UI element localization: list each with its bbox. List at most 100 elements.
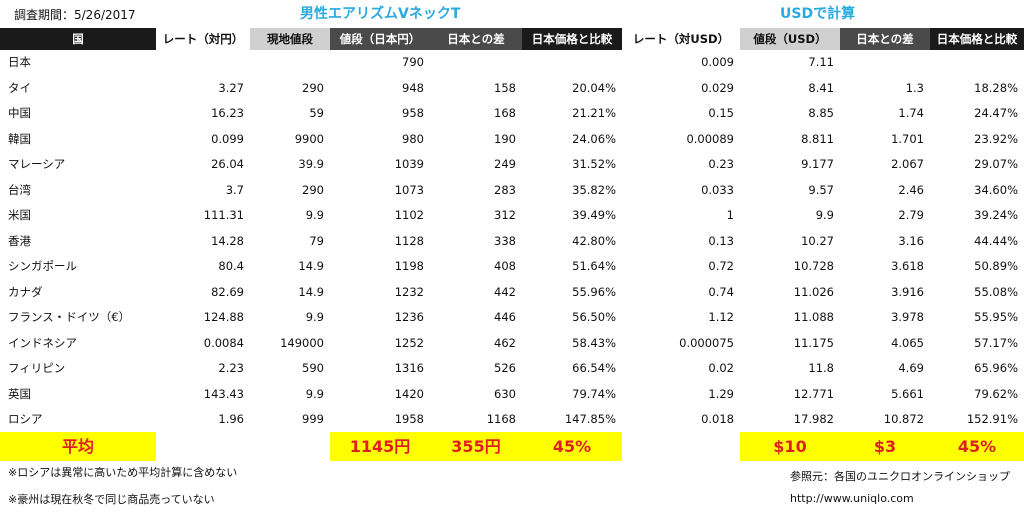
header-diff-japan-usd: 日本との差: [840, 28, 930, 50]
cell-rate-usd: 0.13: [708, 233, 734, 248]
cell-pct-japan-usd: 39.24%: [974, 208, 1018, 222]
cell-rate-usd: 1: [726, 208, 734, 222]
cell-price-jpy: 1073: [394, 182, 424, 197]
cell-diff-japan-usd: 1.701: [891, 131, 924, 146]
cell-pct-japan-usd: 18.28%: [974, 80, 1018, 95]
cell-country: カナダ: [8, 284, 43, 299]
header-price-usd: 値段（USD）: [740, 28, 840, 50]
cell-pct-japan: 79.74%: [572, 386, 616, 401]
survey-period: 調査期間：5/26/2017: [14, 8, 136, 22]
cell-country: 台湾: [8, 182, 31, 197]
cell-country: マレーシア: [8, 157, 66, 171]
table-row: 韓国 0.099 9900 980 190 24.06% 0.00089 8.811 1.701…: [0, 127, 1024, 153]
cell-price-usd: 11.088: [793, 310, 834, 324]
cell-pct-japan: 21.21%: [572, 106, 616, 120]
cell-pct-japan: 42.80%: [572, 233, 616, 248]
cell-diff-japan-usd: 3.16: [898, 233, 924, 248]
cell-rate-jpy: [156, 50, 244, 76]
cell-pct-japan: 24.06%: [572, 131, 616, 146]
table-row: タイ 3.27 290 948 158 20.04% 0.029 8.41 1.3 18.28%: [0, 76, 1024, 102]
cell-diff-japan: 526: [494, 361, 516, 375]
table-row: 日本 790 0.009 7.11: [0, 50, 1024, 76]
header-country: 国: [0, 28, 156, 50]
cell-pct-japan: 66.54%: [572, 361, 616, 375]
cell-pct-japan: 35.82%: [572, 182, 616, 197]
cell-local-price: 9900: [294, 131, 324, 146]
cell-diff-japan: 312: [494, 208, 516, 222]
source-label: 参照元：各国のユニクロオンラインショップ: [790, 470, 1010, 483]
cell-price-jpy: 1232: [394, 284, 424, 299]
cell-price-jpy: 1102: [394, 208, 424, 222]
cell-pct-japan-usd: 44.44%: [974, 233, 1018, 248]
cell-rate-jpy: 16.23: [211, 106, 244, 120]
average-jpy-percent: 45%: [552, 437, 592, 456]
cell-pct-japan-usd: 79.62%: [974, 386, 1018, 401]
cell-price-usd: 8.811: [801, 131, 834, 146]
cell-rate-jpy: 26.04: [211, 157, 244, 171]
cell-pct-japan-usd: 57.17%: [974, 335, 1018, 350]
cell-local-price: 590: [302, 361, 324, 375]
header-pct-japan: 日本価格と比較: [522, 28, 622, 50]
table-row: 英国 143.43 9.9 1420 630 79.74% 1.29 12.771 5.661 7…: [0, 382, 1024, 408]
cell-diff-japan-usd: 3.618: [891, 259, 924, 273]
cell-local-price: 9.9: [305, 386, 324, 401]
header-diff-japan: 日本との差: [430, 28, 522, 50]
cell-rate-usd: 0.02: [708, 361, 734, 375]
cell-local-price: 79: [309, 233, 324, 248]
cell-price-jpy: 1420: [394, 386, 424, 401]
cell-price-jpy: 1252: [394, 335, 424, 350]
cell-country: フランス・ドイツ（€）: [8, 310, 131, 324]
cell-diff-japan: 249: [494, 157, 516, 171]
cell-country: 香港: [8, 233, 31, 248]
average-usd-diff: $3: [873, 437, 897, 456]
cell-rate-usd: 0.23: [708, 157, 734, 171]
table-row: 米国 111.31 9.9 1102 312 39.49% 1 9.9 2.79 39.24%: [0, 203, 1024, 229]
cell-price-usd: 8.41: [808, 80, 834, 95]
cell-rate-jpy: 2.23: [218, 361, 244, 375]
cell-rate-usd: 0.009: [701, 55, 734, 69]
table-row: ロシア 1.96 999 1958 1168 147.85% 0.018 17.982 10.8…: [0, 407, 1024, 433]
cell-diff-japan: 338: [494, 233, 516, 248]
cell-price-usd: 17.982: [793, 412, 834, 426]
cell-local-price: 9.9: [305, 208, 324, 222]
cell-local-price: 9.9: [305, 310, 324, 324]
cell-rate-jpy: 124.88: [203, 310, 244, 324]
table-row: 中国 16.23 59 958 168 21.21% 0.15 8.85 1.74 24.47%: [0, 101, 1024, 127]
header-rate-usd: レート（対USD）: [622, 28, 740, 50]
cell-pct-japan-usd: 55.08%: [974, 284, 1018, 299]
cell-pct-japan-usd: 65.96%: [974, 361, 1018, 375]
cell-diff-japan-usd: 4.69: [898, 361, 924, 375]
cell-rate-usd: 0.018: [701, 412, 734, 426]
cell-local-price: 14.9: [298, 284, 324, 299]
cell-pct-japan: [522, 50, 616, 76]
cell-price-usd: 11.175: [793, 335, 834, 350]
cell-diff-japan: 1168: [486, 412, 516, 426]
cell-price-jpy: 1039: [394, 157, 424, 171]
cell-price-usd: 10.27: [801, 233, 834, 248]
cell-diff-japan: 283: [494, 182, 516, 197]
cell-country: インドネシア: [8, 335, 77, 350]
cell-price-usd: 10.728: [793, 259, 834, 273]
cell-rate-jpy: 82.69: [211, 284, 244, 299]
cell-pct-japan-usd: 152.91%: [966, 412, 1018, 426]
cell-diff-japan-usd: 5.661: [891, 386, 924, 401]
cell-diff-japan: 442: [494, 284, 516, 299]
cell-price-jpy: 948: [402, 80, 424, 95]
average-row: 平均 1145円 355円 45% $10 $3 45%: [0, 432, 1024, 461]
cell-pct-japan: 58.43%: [572, 335, 616, 350]
cell-country: 韓国: [8, 131, 31, 146]
cell-country: フィリピン: [8, 361, 66, 375]
cell-local-price: [250, 50, 324, 76]
cell-country: シンガポール: [8, 259, 77, 273]
source-url: http://www.uniqlo.com: [790, 492, 914, 505]
cell-pct-japan: 39.49%: [572, 208, 616, 222]
cell-diff-japan-usd: 2.79: [898, 208, 924, 222]
cell-diff-japan: 158: [494, 80, 516, 95]
cell-rate-usd: 0.00089: [686, 131, 734, 146]
cell-price-jpy: 958: [402, 106, 424, 120]
header-rate-jpy: レート（対円）: [156, 28, 250, 50]
cell-pct-japan-usd: 29.07%: [974, 157, 1018, 171]
cell-price-jpy: 1958: [394, 412, 424, 426]
cell-price-usd: 8.85: [808, 106, 834, 120]
table-row: シンガポール 80.4 14.9 1198 408 51.64% 0.72 10.728 3.6…: [0, 254, 1024, 280]
